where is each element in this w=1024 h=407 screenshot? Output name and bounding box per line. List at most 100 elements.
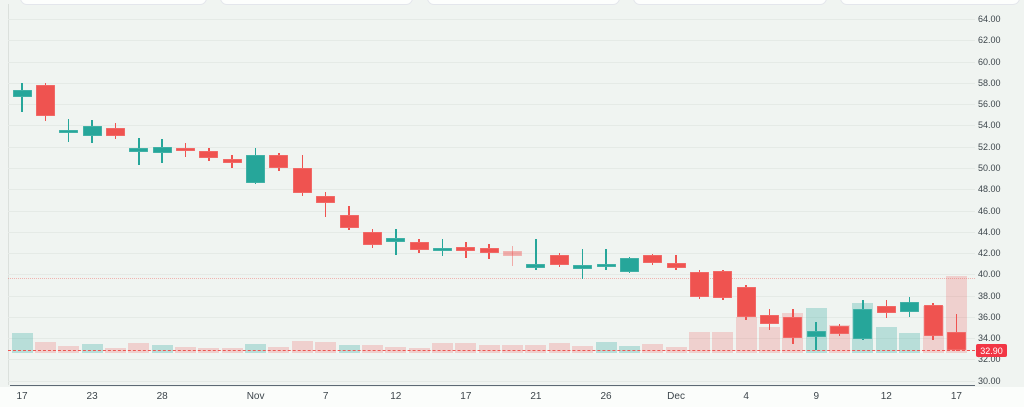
- time-tick-Nov: Nov: [246, 391, 265, 402]
- candle-body-25: [573, 264, 593, 269]
- candle-body-32: [736, 287, 756, 317]
- time-tick-7: 7: [322, 391, 329, 402]
- time-tick-12: 12: [880, 391, 892, 402]
- volume-bar-14: [315, 342, 337, 353]
- candle-body-15: [339, 214, 359, 228]
- gridline-38.00: [8, 295, 975, 297]
- volume-bar-4: [81, 343, 103, 353]
- volume-bar-30: [688, 332, 710, 353]
- candle-body-24: [549, 255, 569, 265]
- candle-body-19: [432, 247, 452, 251]
- volume-bar-21: [478, 345, 500, 353]
- time-tick-17: 17: [16, 391, 28, 402]
- candle-body-18: [409, 242, 429, 250]
- volume-bar-27: [618, 346, 640, 353]
- last-price-line: [8, 349, 975, 351]
- volume-bar-23: [525, 345, 547, 353]
- gridline-46.00: [8, 210, 975, 212]
- gridline-44.00: [8, 231, 975, 233]
- time-tick-17: 17: [950, 391, 962, 402]
- volume-bar-26: [595, 342, 617, 353]
- candle-body-31: [713, 271, 733, 298]
- candle-body-8: [176, 147, 196, 151]
- gridline-52.00: [8, 146, 975, 148]
- time-axis-line: [10, 385, 975, 386]
- volume-bar-24: [548, 342, 570, 353]
- candle-body-35: [806, 330, 826, 338]
- current-price-label: 32.90: [980, 345, 1003, 356]
- candle-body-41: [946, 331, 966, 350]
- candle-wick-23: [535, 239, 537, 271]
- gridline-60.00: [8, 61, 975, 63]
- volume-bar-16: [361, 345, 383, 353]
- gridline-30.00: [8, 380, 975, 382]
- candle-body-13: [292, 167, 312, 194]
- candle-body-3: [59, 129, 79, 133]
- candle-body-1: [12, 90, 32, 97]
- candle-body-28: [643, 255, 663, 263]
- reference-price-line: [8, 277, 975, 279]
- gridline-32.00: [8, 359, 975, 361]
- candle-body-38: [876, 306, 896, 313]
- candle-body-39: [900, 302, 920, 312]
- candle-body-14: [316, 195, 336, 204]
- candle-body-40: [923, 305, 943, 337]
- candle-wick-25: [581, 248, 584, 279]
- candle-wick-22: [511, 245, 514, 266]
- candle-wick-19: [441, 239, 444, 257]
- candle-body-2: [35, 84, 55, 116]
- volume-bar-32: [735, 316, 757, 353]
- gridline-58.00: [8, 82, 975, 84]
- volume-bar-28: [642, 343, 664, 353]
- volume-bar-33: [759, 326, 781, 353]
- volume-bar-7: [151, 345, 173, 353]
- candle-body-37: [853, 309, 873, 340]
- volume-bar-2: [34, 342, 56, 353]
- gridline-54.00: [8, 125, 975, 127]
- candle-body-4: [82, 126, 102, 137]
- candle-body-17: [386, 238, 406, 243]
- time-axis[interactable]: 17 23 28 Nov 7 12 17 21 26 Dec 4 9 12 17: [0, 387, 1024, 407]
- candle-body-26: [596, 263, 616, 267]
- candle-body-33: [760, 314, 780, 325]
- volume-bar-31: [712, 332, 734, 353]
- candle-body-34: [783, 316, 803, 339]
- gridline-42.00: [8, 253, 975, 255]
- volume-bar-25: [572, 346, 594, 353]
- gridline-36.00: [8, 316, 975, 318]
- volume-bar-20: [455, 342, 477, 353]
- candle-body-10: [222, 159, 242, 163]
- candle-body-27: [619, 258, 639, 273]
- volume-bar-3: [58, 346, 80, 353]
- time-tick-28: 28: [156, 391, 168, 402]
- candle-body-6: [129, 147, 149, 152]
- time-tick-26: 26: [600, 391, 612, 402]
- time-tick-23: 23: [86, 391, 98, 402]
- gridline-56.00: [8, 104, 975, 106]
- gridline-40.00: [8, 274, 975, 276]
- candle-body-7: [152, 146, 172, 154]
- candle-wick-14: [324, 192, 327, 217]
- candle-body-12: [269, 155, 289, 168]
- time-tick-12: 12: [390, 391, 402, 402]
- candle-wick-1: [21, 82, 23, 112]
- candle-body-23: [526, 263, 546, 268]
- time-tick-21: 21: [530, 391, 542, 402]
- candle-body-22: [503, 250, 523, 257]
- time-tick-4: 4: [743, 391, 749, 402]
- time-tick-Dec: Dec: [667, 391, 685, 402]
- volume-bar-15: [338, 345, 360, 353]
- candle-body-16: [362, 231, 382, 245]
- gridline-62.00: [8, 40, 975, 42]
- gridline-64.00: [8, 19, 975, 20]
- volume-bar-39: [899, 332, 921, 353]
- volume-bar-6: [128, 342, 150, 353]
- candle-body-21: [479, 247, 499, 254]
- time-tick-9: 9: [813, 391, 820, 402]
- candle-body-30: [689, 272, 709, 297]
- candle-body-29: [666, 262, 686, 268]
- candle-body-11: [246, 155, 266, 183]
- gridline-50.00: [8, 167, 975, 169]
- time-tick-17: 17: [460, 391, 472, 402]
